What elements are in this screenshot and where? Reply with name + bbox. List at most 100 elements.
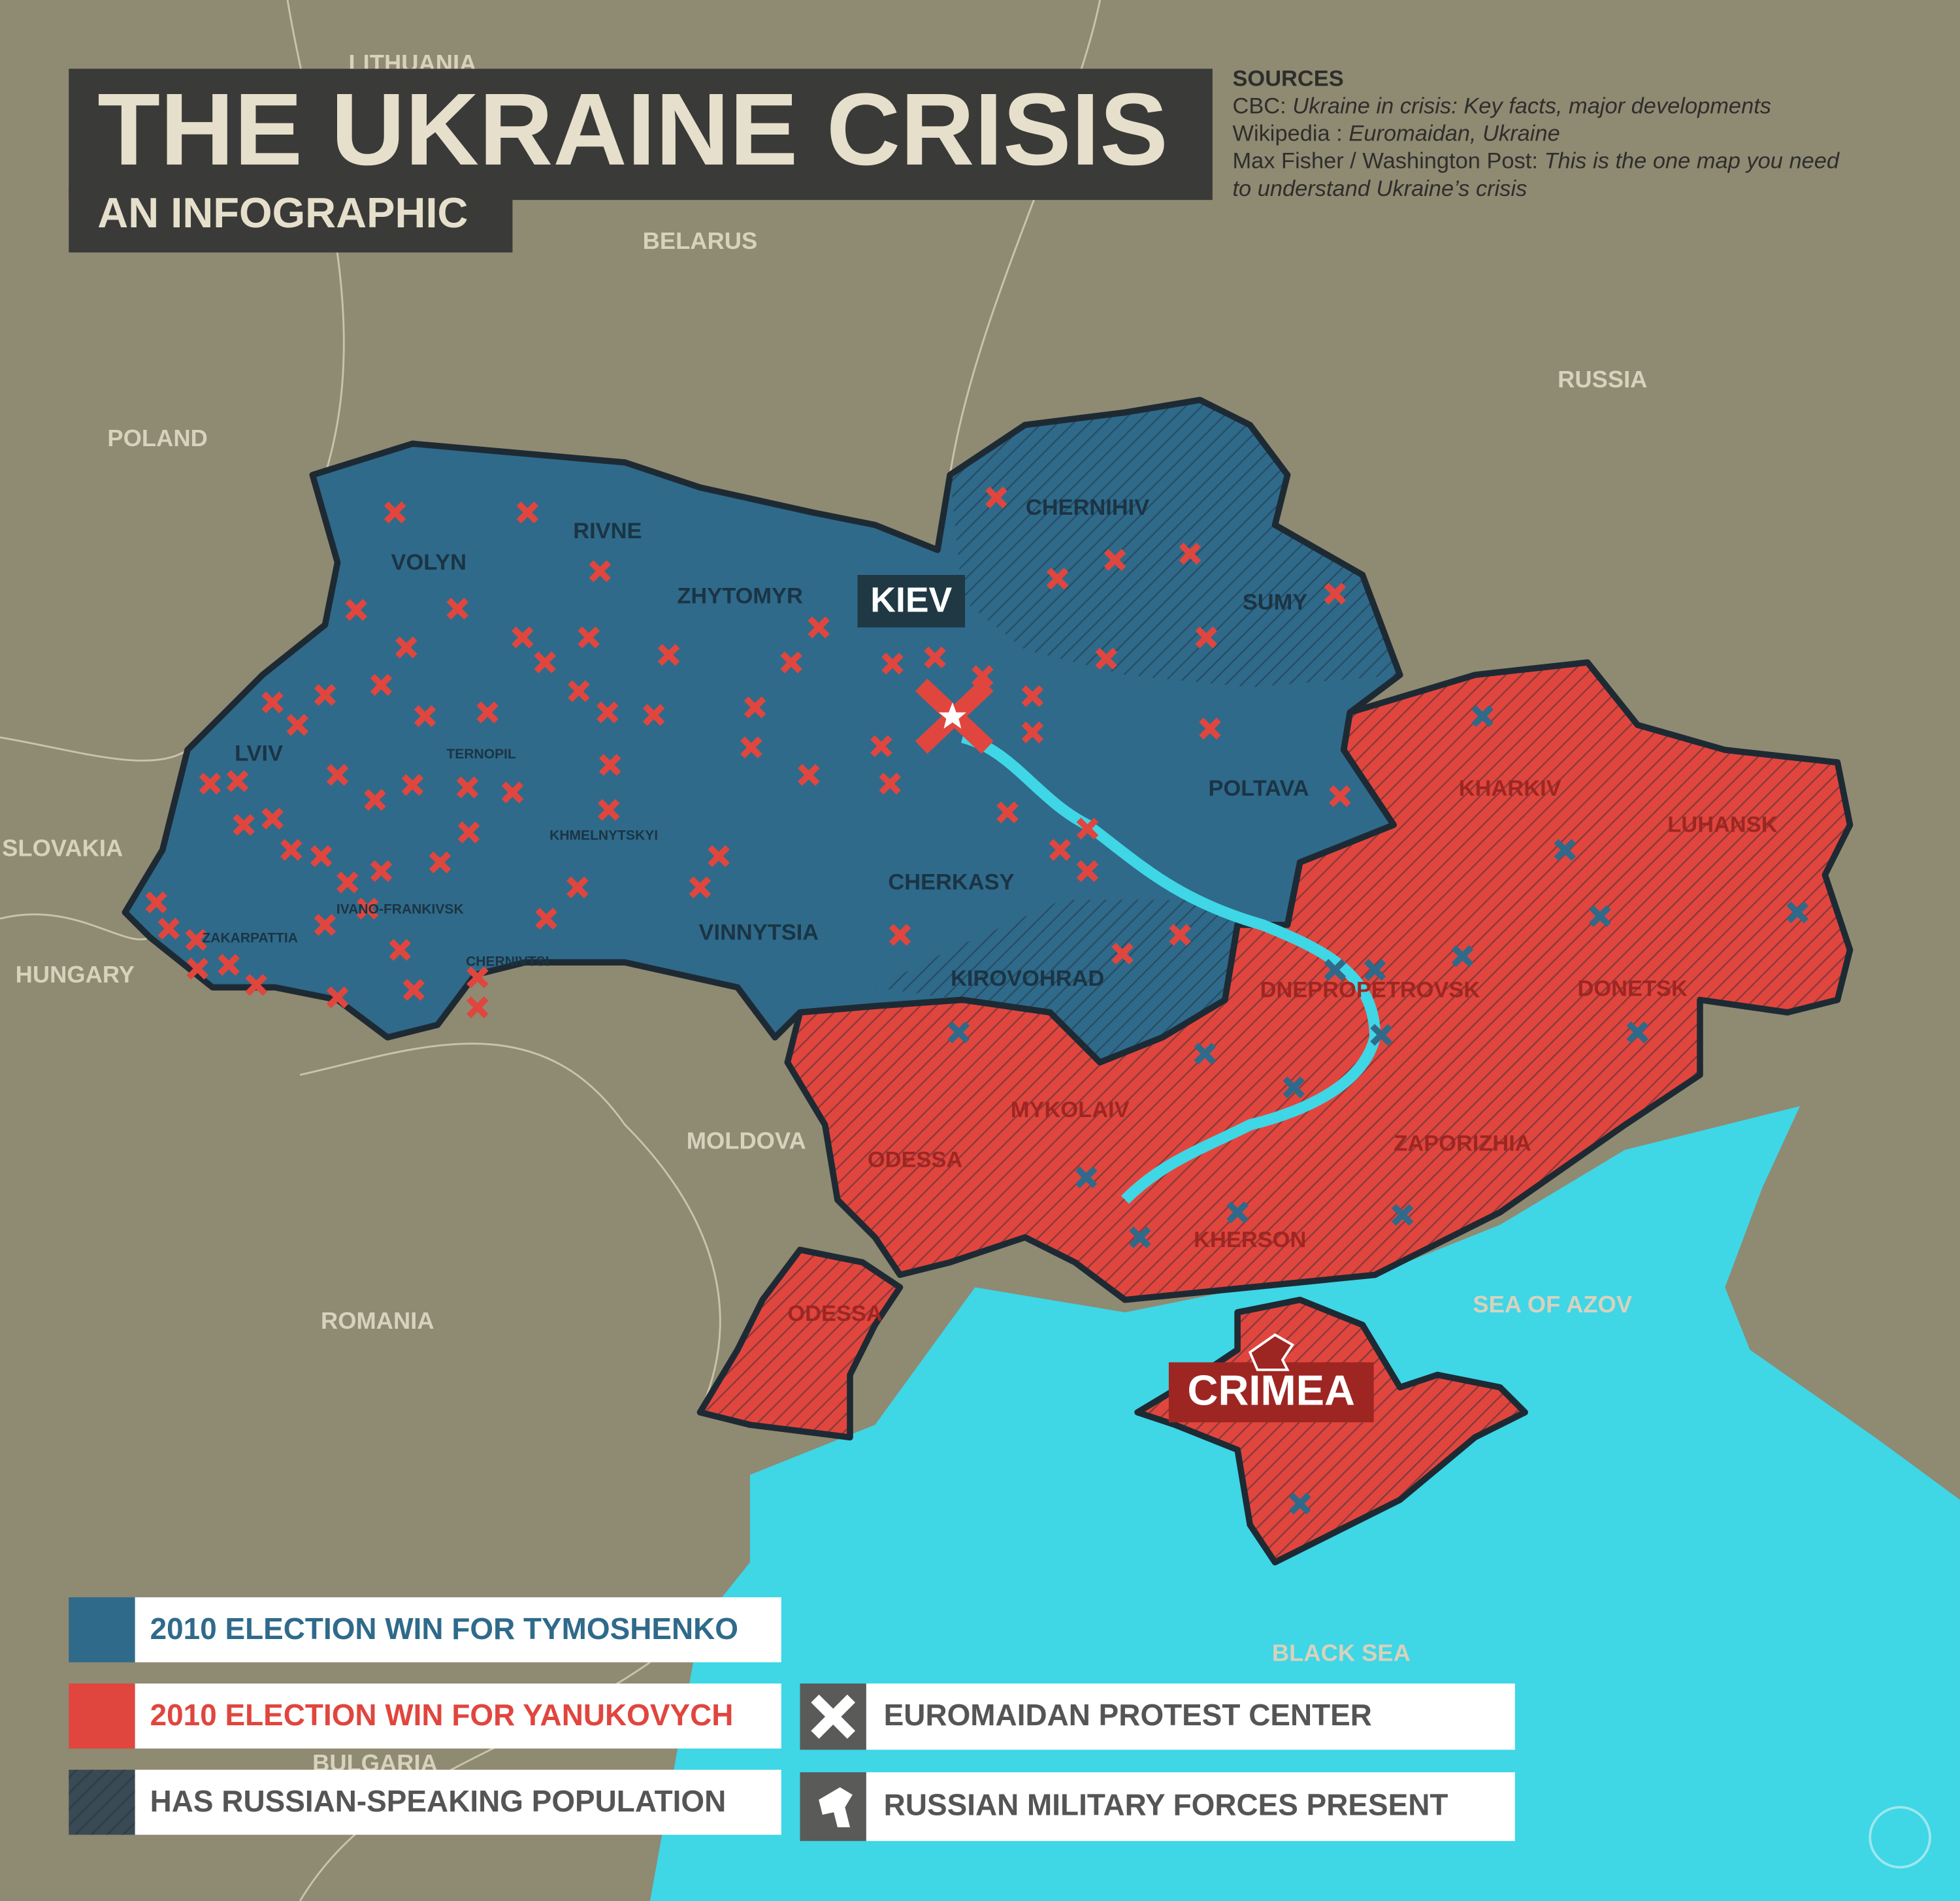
protest-mark (1324, 958, 1347, 981)
protest-mark (233, 813, 255, 836)
source-name: Max Fisher / Washington Post: (1232, 149, 1537, 174)
protest-mark (466, 996, 489, 1018)
country-label: SLOVAKIA (2, 835, 123, 862)
legend-box (135, 1683, 781, 1749)
region-label: ZAKARPATTIA (202, 930, 297, 945)
legend-label: 2010 ELECTION WIN FOR TYMOSHENKO (150, 1612, 738, 1646)
protest-mark (446, 597, 469, 620)
title-box (69, 69, 1213, 201)
kiev-star (938, 702, 966, 729)
kiev-box (857, 575, 966, 628)
legend-box (135, 1597, 781, 1663)
source-title: Euromaidan, Ukraine (1348, 122, 1560, 146)
city-label: KIEV (870, 581, 952, 619)
protest-mark (535, 907, 557, 930)
protest-mark (947, 1021, 970, 1044)
country-label: MOLDOVA (687, 1127, 806, 1154)
region-label: KHARKIV (1459, 776, 1561, 801)
sea-label: SEA OF AZOV (1473, 1291, 1632, 1318)
region-label: DNEPROPETROVSK (1260, 977, 1480, 1002)
protest-mark (1391, 1203, 1414, 1226)
protest-mark (1049, 839, 1071, 861)
region-label: ZHYTOMYR (677, 584, 803, 609)
protest-mark (1589, 905, 1611, 928)
military-marker (1248, 1333, 1295, 1371)
protest-mark (1111, 943, 1134, 965)
protest-marks (145, 486, 1809, 1515)
labels: LITHUANIABELARUSRUSSIAPOLANDSLOVAKIAHUNG… (2, 50, 1778, 1776)
legend-box (135, 1770, 781, 1835)
protest-mark (657, 643, 680, 666)
legend-swatch (69, 1683, 135, 1749)
protest-mark (689, 876, 711, 899)
protest-mark (326, 764, 349, 786)
region-label: VOLYN (391, 550, 466, 575)
protest-mark (364, 788, 386, 811)
legend-label: EUROMAIDAN PROTEST CENTER (884, 1698, 1372, 1732)
protest-mark (879, 772, 902, 795)
protest-mark (1554, 839, 1576, 861)
protest-mark (996, 801, 1019, 824)
region-label: TERNOPIL (446, 747, 515, 762)
title: THE UKRAINE CRISIS (97, 73, 1168, 187)
source-line: Max Fisher / Washington Post: This is th… (1232, 149, 1840, 174)
protest-mark (1626, 1021, 1649, 1044)
protest-mark (889, 924, 911, 946)
protest-mark (336, 871, 359, 894)
protest-mark (370, 674, 393, 696)
protest-mark (516, 501, 539, 524)
protest-mark (1329, 785, 1351, 807)
protest-mark (534, 651, 556, 674)
region-label: SUMY (1243, 590, 1307, 615)
protest-mark (356, 898, 379, 920)
protest-mark (157, 917, 180, 940)
legend-label: HAS RUSSIAN-SPEAKING POPULATION (150, 1784, 727, 1818)
protest-mark (740, 736, 762, 758)
protest-mark (598, 754, 621, 776)
source-line: CBC: Ukraine in crisis: Key facts, major… (1232, 94, 1771, 119)
legend-box (866, 1683, 1515, 1750)
protest-mark (1076, 860, 1099, 883)
protest-mark (314, 683, 336, 706)
source-title: Ukraine in crisis: Key facts, major deve… (1292, 94, 1771, 119)
protest-mark (743, 696, 766, 719)
crimea-label: CRIMEA (1188, 1366, 1356, 1414)
protest-mark (881, 653, 904, 675)
region-label: KHERSON (1194, 1227, 1306, 1252)
protest-mark (1370, 1024, 1392, 1046)
region-label: CHERNIVTSI (466, 954, 549, 969)
source-title: This is the one map you need (1544, 149, 1840, 174)
protest-mark (1179, 542, 1201, 565)
region-label: IVANO-FRANKIVSK (336, 902, 464, 917)
region-label: ZAPORIZHIA (1394, 1131, 1531, 1156)
protest-mark (457, 821, 480, 843)
subtitle-box (69, 187, 513, 253)
protest-mark (1169, 924, 1191, 946)
region-label: ODESSA (868, 1147, 962, 1172)
protest-mark (186, 957, 209, 980)
protest-mark (345, 598, 368, 621)
protest-mark (370, 860, 393, 883)
country-label: HUNGARY (16, 961, 135, 988)
military-icon (819, 1787, 853, 1828)
region-label: KIROVOHRAD (951, 966, 1104, 991)
region-label: DONETSK (1578, 976, 1688, 1001)
protest-mark (985, 486, 1007, 509)
protest-mark (568, 680, 590, 702)
protest-mark (1364, 958, 1386, 981)
protest-mark (972, 665, 994, 687)
source-name: CBC: (1232, 94, 1286, 119)
region-label: MYKOLAIV (1011, 1097, 1130, 1122)
protest-mark (402, 979, 425, 1001)
protest-mark (780, 651, 802, 674)
protest-mark (1075, 1166, 1098, 1189)
protest-mark (1129, 1226, 1151, 1248)
protest-mark (1021, 685, 1044, 707)
protest-mark (395, 636, 417, 658)
legend-box (866, 1772, 1515, 1842)
protest-mark (145, 891, 167, 914)
protest-mark (226, 770, 249, 792)
protest-mark (578, 626, 600, 649)
